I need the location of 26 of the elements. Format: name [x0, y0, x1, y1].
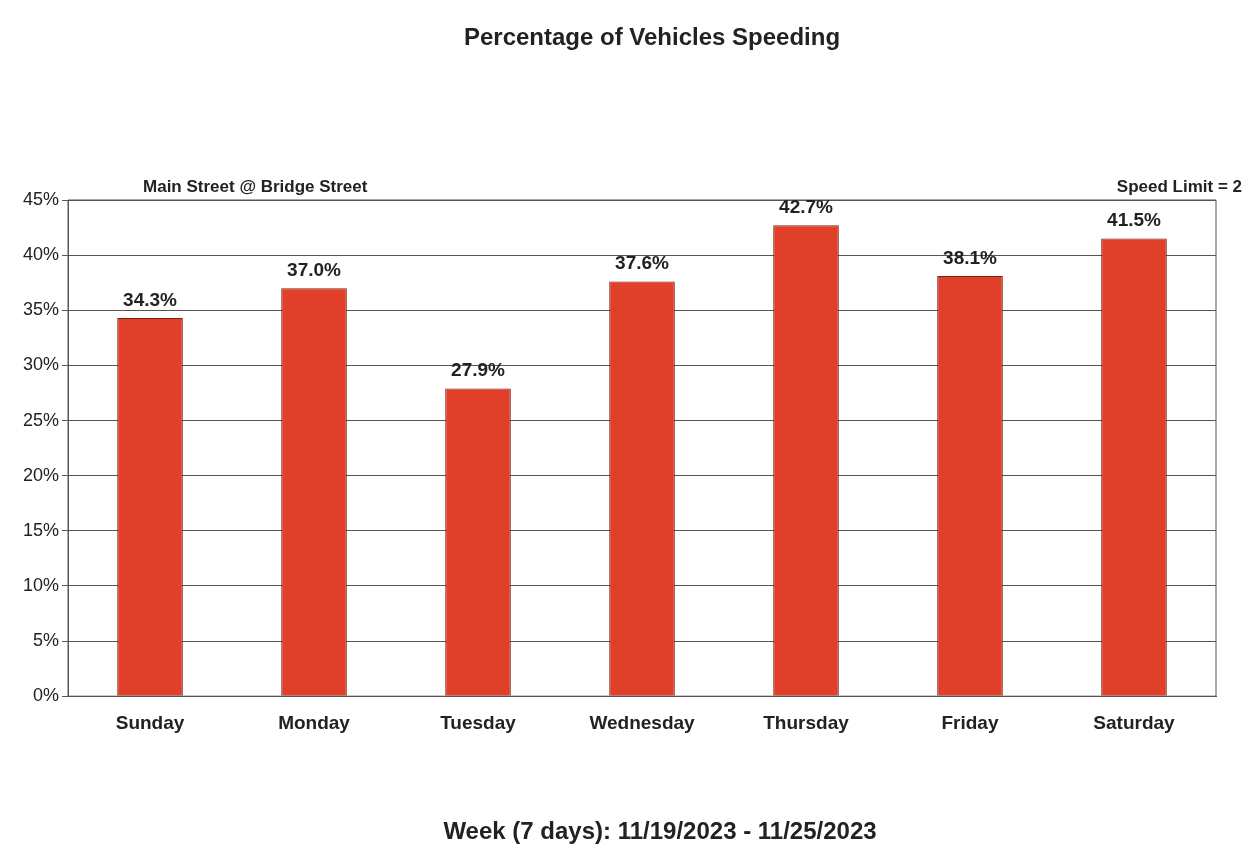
x-tick-label: Sunday: [115, 711, 185, 733]
x-tick-label: Thursday: [763, 711, 850, 733]
y-tick-label: 35%: [23, 299, 60, 320]
y-tick-label: 10%: [23, 574, 60, 595]
data-label: 41.5%: [1107, 209, 1162, 231]
x-axis-title: Week (7 days): 11/19/2023 - 11/25/2023: [443, 816, 877, 844]
chart-subtitle: Main Street @ Bridge Street: [143, 176, 368, 196]
y-tick-label: 15%: [23, 519, 60, 540]
y-tick-label: 40%: [23, 244, 60, 265]
data-label: 34.3%: [123, 288, 178, 310]
text: Speed Limit = 2: [1116, 176, 1242, 196]
data-label: 37.0%: [287, 258, 342, 280]
data-label: 42.7%: [779, 196, 834, 218]
y-tick-label: 0%: [33, 685, 60, 706]
x-tick-label: Wednesday: [589, 711, 696, 733]
chart-title: Percentage of Vehicles Speeding: [463, 22, 841, 50]
y-tick-label: 25%: [23, 409, 60, 430]
data-label: 37.6%: [615, 252, 670, 274]
x-tick-label: Monday: [278, 711, 351, 733]
x-tick-label: Tuesday: [440, 711, 517, 733]
x-tick-label: Friday: [941, 711, 999, 733]
y-tick-label: 5%: [33, 630, 60, 651]
y-tick-label: 45%: [23, 188, 60, 209]
y-tick-label: 20%: [23, 464, 60, 485]
x-tick-label: Saturday: [1093, 711, 1176, 733]
y-tick-label: 30%: [23, 354, 60, 375]
